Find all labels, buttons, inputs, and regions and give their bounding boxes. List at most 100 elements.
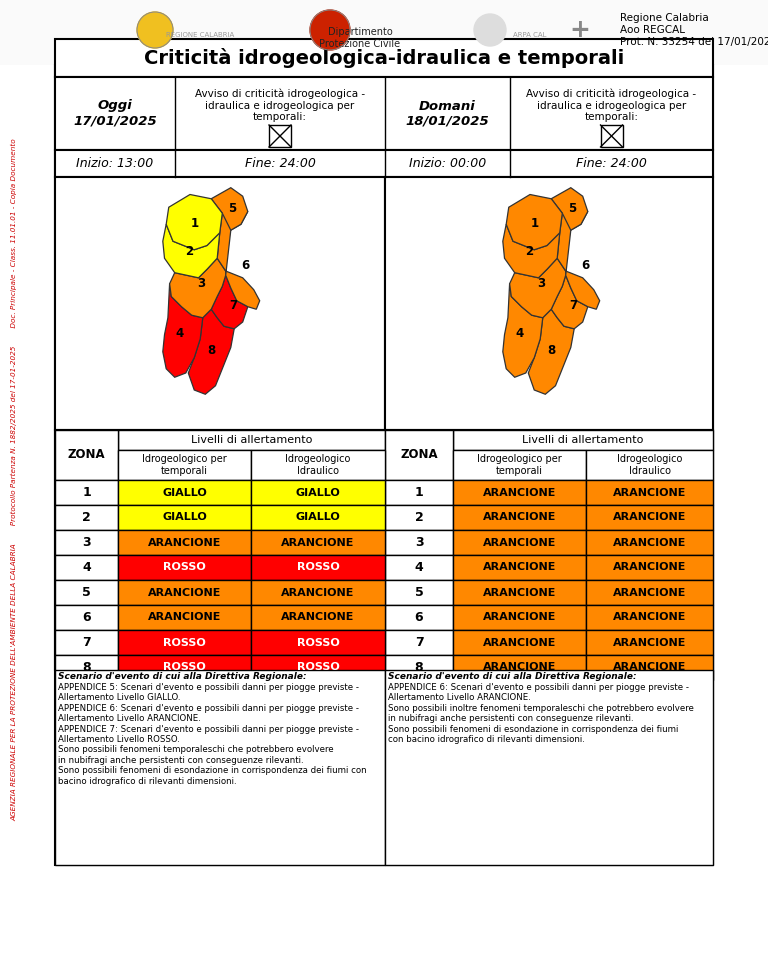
Text: 7: 7	[229, 299, 237, 312]
Text: 8: 8	[82, 661, 91, 674]
Polygon shape	[503, 225, 560, 277]
Text: 3: 3	[82, 536, 91, 549]
Text: Idrogeologico per
temporali: Idrogeologico per temporali	[477, 454, 562, 476]
Text: 2: 2	[82, 511, 91, 524]
Text: ROSSO: ROSSO	[163, 563, 206, 572]
Bar	[55, 655, 118, 680]
Bar	[55, 430, 118, 480]
Text: 1: 1	[190, 217, 199, 229]
Text: ARANCIONE: ARANCIONE	[483, 662, 556, 673]
Text: +: +	[570, 18, 591, 42]
Text: ARANCIONE: ARANCIONE	[613, 488, 686, 497]
Bar	[453, 530, 586, 555]
Text: 4: 4	[515, 327, 524, 341]
Text: 4: 4	[415, 561, 423, 574]
Text: 2: 2	[415, 511, 423, 524]
Bar	[118, 580, 251, 605]
Bar	[118, 605, 251, 630]
Circle shape	[310, 10, 350, 50]
Bar	[55, 65, 713, 865]
Bar	[586, 605, 713, 630]
Bar	[55, 530, 118, 555]
Bar	[118, 655, 251, 680]
Text: 3: 3	[537, 276, 545, 290]
Bar	[55, 480, 118, 505]
Bar	[118, 430, 384, 450]
Polygon shape	[163, 284, 203, 377]
Bar	[55, 505, 118, 530]
Text: 8: 8	[415, 661, 423, 674]
Text: 6: 6	[82, 611, 91, 624]
Bar	[55, 177, 385, 430]
Bar	[118, 505, 251, 530]
Text: APPENDICE 6: Scenari d'evento e possibili danni per piogge previste -
Allertamen: APPENDICE 6: Scenari d'evento e possibil…	[388, 683, 694, 744]
Bar	[453, 605, 586, 630]
Text: Inizio: 13:00: Inizio: 13:00	[76, 157, 154, 170]
Bar	[586, 530, 713, 555]
Bar	[118, 450, 251, 480]
Text: Idrogeologico
Idraulico: Idrogeologico Idraulico	[286, 454, 351, 476]
Text: 5: 5	[82, 586, 91, 599]
Text: Criticità idrogeologica-idraulica e temporali: Criticità idrogeologica-idraulica e temp…	[144, 48, 624, 68]
Bar	[55, 150, 713, 177]
Bar	[586, 580, 713, 605]
Bar	[385, 580, 453, 605]
Text: ARANCIONE: ARANCIONE	[613, 563, 686, 572]
Bar	[55, 630, 118, 655]
Bar	[251, 505, 385, 530]
Bar	[385, 177, 713, 430]
Text: 1: 1	[531, 217, 539, 229]
Text: ARANCIONE: ARANCIONE	[281, 538, 355, 547]
Text: ARANCIONE: ARANCIONE	[483, 488, 556, 497]
Text: 4: 4	[175, 327, 184, 341]
Bar	[385, 430, 453, 480]
Text: ARANCIONE: ARANCIONE	[613, 538, 686, 547]
Text: 7: 7	[569, 299, 578, 312]
Text: Scenario d'evento di cui alla Direttiva Regionale:: Scenario d'evento di cui alla Direttiva …	[58, 672, 306, 681]
Text: ZONA: ZONA	[68, 448, 105, 462]
Bar	[453, 480, 586, 505]
Bar	[118, 480, 251, 505]
Text: Avviso di criticità idrogeologica -
idraulica e idrogeologica per
temporali:: Avviso di criticità idrogeologica - idra…	[195, 88, 365, 122]
Bar	[453, 450, 586, 480]
Bar	[118, 555, 251, 580]
Text: ARANCIONE: ARANCIONE	[147, 612, 221, 622]
Text: 7: 7	[82, 636, 91, 649]
Text: Avviso di criticità idrogeologica -
idraulica e idrogeologica per
temporali:: Avviso di criticità idrogeologica - idra…	[526, 88, 697, 122]
Bar	[586, 555, 713, 580]
Text: ARANCIONE: ARANCIONE	[483, 538, 556, 547]
Text: 2: 2	[186, 246, 194, 258]
Circle shape	[474, 14, 506, 46]
Polygon shape	[211, 276, 248, 328]
Bar	[586, 655, 713, 680]
Text: 1: 1	[415, 486, 423, 499]
Bar	[385, 655, 453, 680]
Bar	[55, 605, 118, 630]
Bar	[251, 630, 385, 655]
Text: ARANCIONE: ARANCIONE	[613, 662, 686, 673]
Text: Inizio: 00:00: Inizio: 00:00	[409, 157, 486, 170]
Bar	[385, 630, 453, 655]
Bar	[586, 630, 713, 655]
Polygon shape	[528, 309, 574, 395]
Polygon shape	[163, 225, 220, 277]
Text: Oggi
17/01/2025: Oggi 17/01/2025	[73, 100, 157, 128]
Text: 5: 5	[568, 203, 577, 215]
Text: GIALLO: GIALLO	[162, 488, 207, 497]
Text: ARANCIONE: ARANCIONE	[483, 563, 556, 572]
Bar	[55, 555, 118, 580]
Text: REGIONE CALABRIA: REGIONE CALABRIA	[166, 32, 234, 38]
Bar	[586, 480, 713, 505]
Text: 4: 4	[82, 561, 91, 574]
Text: Domani
18/01/2025: Domani 18/01/2025	[406, 100, 489, 128]
Bar	[601, 125, 623, 147]
Text: ARANCIONE: ARANCIONE	[281, 588, 355, 597]
Bar	[118, 430, 385, 450]
Text: GIALLO: GIALLO	[296, 513, 340, 522]
Polygon shape	[170, 258, 226, 318]
Polygon shape	[510, 258, 566, 318]
Text: ARANCIONE: ARANCIONE	[281, 612, 355, 622]
Bar	[453, 555, 586, 580]
Text: 5: 5	[415, 586, 423, 599]
Polygon shape	[551, 276, 588, 328]
